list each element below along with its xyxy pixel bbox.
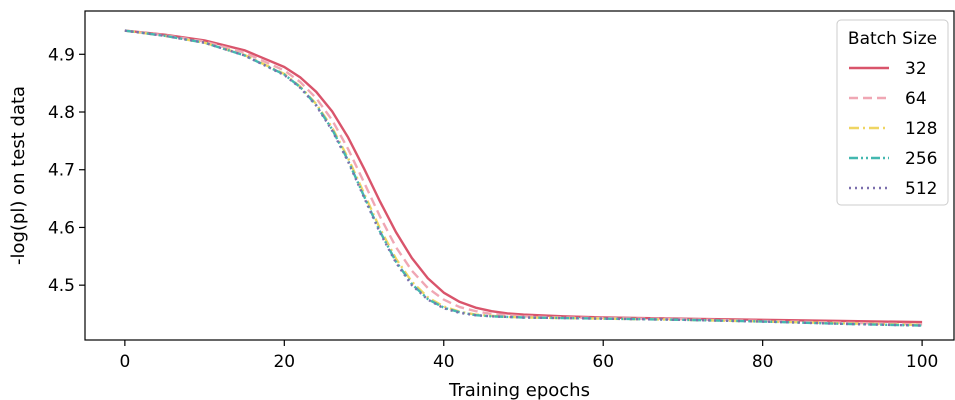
y-tick-label: 4.8 [48,103,75,123]
x-axis-label: Training epochs [448,380,590,400]
legend-title: Batch Size [848,29,937,49]
series-line-128 [124,29,923,327]
plot-lines [124,29,923,327]
legend-label-64: 64 [905,89,927,109]
series-line-32 [124,29,923,324]
x-tick-label: 40 [433,352,455,372]
legend-box [836,19,949,206]
legend-items: 32 64 128 256 512 [849,59,937,199]
plot-frame [84,10,955,341]
x-tick-label: 80 [752,352,774,372]
y-tick-label: 4.6 [48,218,75,238]
series-line-256 [124,29,923,327]
legend-label-128: 128 [905,119,937,139]
x-tick-label: 60 [592,352,614,372]
y-axis-ticks: 4.5 4.6 4.7 4.8 4.9 [48,45,85,296]
x-tick-label: 20 [273,352,295,372]
series-line-512 [124,29,923,327]
x-tick-label: 100 [906,352,938,372]
y-tick-label: 4.7 [48,161,75,181]
series-line-64 [124,29,923,326]
legend: Batch Size 32 64 128 256 512 [836,19,949,206]
y-tick-label: 4.5 [48,276,75,296]
legend-label-512: 512 [905,179,937,199]
y-tick-label: 4.9 [48,45,75,65]
x-axis-ticks: 0 20 40 60 80 100 [119,340,938,372]
legend-label-32: 32 [905,59,927,79]
legend-label-256: 256 [905,149,937,169]
y-axis-label: -log(pl) on test data [8,86,29,265]
x-tick-label: 0 [119,352,130,372]
